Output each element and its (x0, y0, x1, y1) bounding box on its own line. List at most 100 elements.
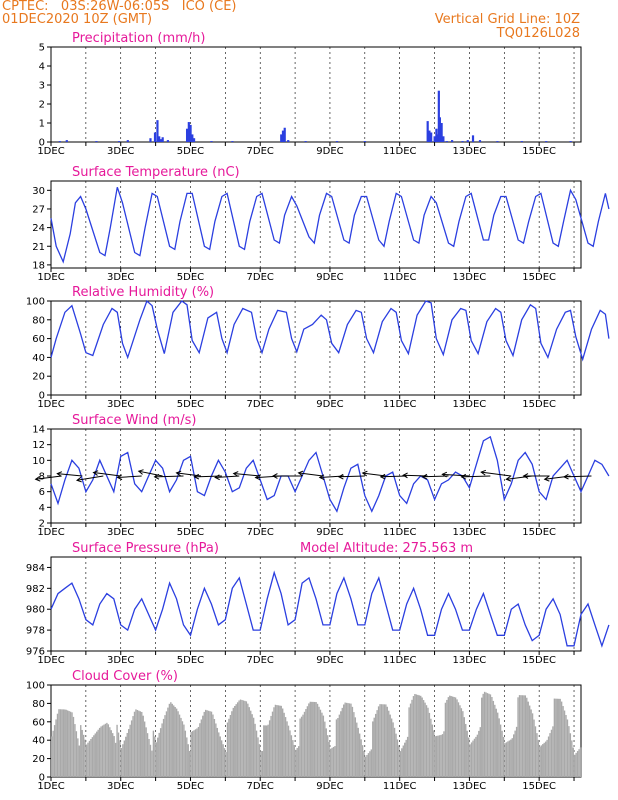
panel-frame (50, 46, 582, 143)
cloud-bar (576, 751, 579, 777)
cloud-bar (566, 719, 569, 777)
wind-arrow (480, 469, 512, 477)
wind-arrow (272, 473, 303, 479)
cloud-bar (66, 710, 69, 777)
cloud-bar (411, 699, 413, 777)
cloud-bar (65, 709, 67, 777)
cloud-bar (578, 749, 580, 777)
cloud-bar (549, 733, 551, 777)
precip-bar (149, 138, 152, 142)
cloud-bar (132, 716, 134, 777)
cloud-bar (85, 744, 88, 777)
cloud-bar (88, 740, 91, 777)
cloud-bar (306, 706, 309, 777)
cloud-bar (364, 756, 367, 777)
wind-arrow-shaft (564, 475, 592, 478)
cloud-bar (504, 743, 506, 777)
cloud-bar (327, 735, 329, 777)
wind-arrow-head (318, 474, 325, 481)
x-tick-label: 11DEC (383, 399, 417, 410)
cloud-bar (101, 725, 104, 777)
precip-bar (287, 140, 290, 142)
wind-arrow-head (543, 475, 550, 482)
panel-title: Surface Wind (m/s) (72, 413, 196, 428)
x-tick-label: 7DEC (247, 655, 274, 666)
x-tick-label: 1DEC (37, 527, 64, 538)
cloud-bar (68, 711, 70, 777)
y-tick-label: 0 (39, 773, 45, 784)
cloud-bar (497, 712, 499, 777)
precip-bar (335, 141, 339, 142)
cloud-bar (90, 738, 92, 777)
panel-frame (50, 180, 582, 269)
cloud-bar (299, 718, 301, 777)
x-tick-label: 9DEC (316, 399, 343, 410)
cloud-bar (462, 711, 464, 777)
wind-arrow-head (421, 473, 428, 480)
y-tick-label: 20 (32, 754, 45, 765)
x-tick-label: 1DEC (37, 272, 64, 283)
x-tick-label: 7DEC (247, 527, 274, 538)
cloud-bar (440, 734, 442, 777)
cloud-bar (191, 731, 194, 777)
cloud-bar (239, 699, 242, 777)
x-tick-label: 13DEC (453, 272, 487, 283)
wind-arrow-shaft (481, 471, 512, 477)
cloud-bar (282, 708, 284, 777)
cloud-bar (438, 735, 441, 777)
precip-bar (156, 120, 159, 142)
x-tick-label: 7DEC (247, 781, 274, 792)
cloud-bar (341, 707, 343, 777)
y-tick-label: 60 (32, 717, 45, 728)
cloud-bar (466, 730, 468, 777)
cloud-bar (194, 729, 197, 777)
cloud-bar (328, 741, 330, 777)
cloud-bar (556, 698, 558, 777)
panel-title: Surface Pressure (hPa) (72, 541, 219, 556)
cloud-bar (485, 692, 487, 777)
wind-arrow (137, 469, 163, 477)
y-tick-label: 980 (26, 605, 45, 616)
x-tick-label: 3DEC (107, 272, 134, 283)
y-tick-label: 3 (39, 81, 45, 92)
cloud-bar (343, 704, 345, 777)
wind-arrow (75, 475, 104, 483)
precip-bar (426, 121, 429, 142)
cloud-bar (421, 697, 423, 777)
cloud-bar (492, 700, 495, 777)
cloud-bar (138, 710, 140, 777)
precip-bar (363, 141, 367, 142)
cloud-bar (51, 736, 53, 777)
cloud-bar (81, 729, 83, 777)
cloud-bar (360, 739, 362, 777)
cloud-bar (347, 703, 349, 777)
cloud-bar (62, 709, 65, 777)
header-model: TQ0126L028 (496, 26, 580, 41)
x-tick-label: 15DEC (522, 655, 556, 666)
precip-bar (433, 136, 436, 142)
wind-arrow-head (92, 470, 99, 476)
wind-arrow-head (337, 473, 344, 480)
y-tick-label: 2 (39, 519, 45, 530)
wind-arrow-head (441, 471, 448, 478)
cloud-bar (135, 709, 137, 777)
panel-3: 1DEC 3DEC 5DEC 7DEC 9DEC 11DEC 13DEC 15DEC 0 20 40… (26, 285, 610, 410)
cloud-bar (297, 746, 300, 777)
cloud-bar (373, 717, 375, 777)
cloud-bar (302, 714, 304, 777)
x-tick-label: 5DEC (177, 655, 204, 666)
cloud-bar (149, 744, 152, 777)
cloud-bar (530, 709, 532, 777)
precip-bar (445, 141, 448, 142)
cloud-bar (293, 744, 296, 777)
cloud-bar (353, 712, 355, 777)
precip-bar (283, 127, 286, 142)
cloud-bar (389, 714, 391, 777)
wind-arrow (92, 470, 121, 477)
y-tick-label: 80 (32, 315, 45, 326)
cloud-bar (382, 704, 384, 777)
y-tick-label: 1 (39, 119, 45, 130)
cloud-bar (78, 745, 80, 777)
y-tick-label: 20 (32, 372, 45, 383)
wind-arrow (421, 473, 449, 480)
